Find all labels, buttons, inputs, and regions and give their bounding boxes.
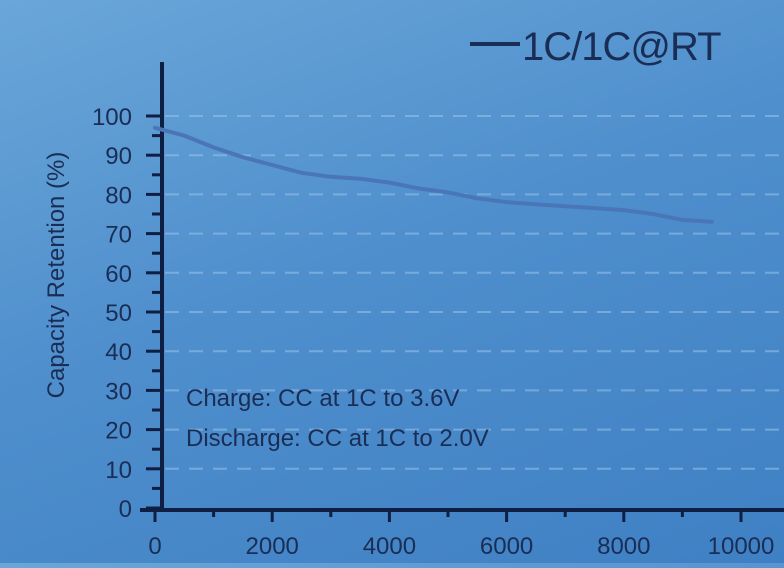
y-tick-label-90: 90 — [105, 143, 132, 170]
x-tick-label-4000: 4000 — [363, 533, 416, 560]
y-tick-label-50: 50 — [105, 300, 132, 327]
x-tick-label-0: 0 — [148, 533, 161, 560]
axes — [140, 62, 784, 522]
x-tick-label-8000: 8000 — [597, 533, 650, 560]
annotation-1: Discharge: CC at 1C to 2.0V — [186, 425, 489, 452]
x-tick-label-2000: 2000 — [246, 533, 299, 560]
series-line-0 — [153, 125, 714, 224]
labels: 0 10 20 30 40 50 60 70 80 90 100 0 2000 4000 6000 8000 1… — [43, 25, 774, 560]
legend-label-0: 1C/1C@RT — [522, 25, 721, 69]
y-tick-label-0: 0 — [119, 496, 132, 523]
y-tick-label-100: 100 — [92, 104, 132, 131]
y-tick-label-70: 70 — [105, 222, 132, 249]
y-tick-label-10: 10 — [105, 457, 132, 484]
y-tick-label-20: 20 — [105, 418, 132, 445]
y-tick-label-80: 80 — [105, 182, 132, 209]
annotation-0: Charge: CC at 1C to 3.6V — [186, 385, 459, 412]
y-tick-label-30: 30 — [105, 378, 132, 405]
y-tick-label-40: 40 — [105, 339, 132, 366]
x-tick-label-6000: 6000 — [480, 533, 533, 560]
series-layer — [153, 125, 714, 224]
y-axis-label: Capacity Retention (%) — [43, 152, 70, 399]
grid-lines — [165, 115, 784, 470]
x-tick-label-10000: 10000 — [708, 533, 775, 560]
y-tick-label-60: 60 — [105, 261, 132, 288]
